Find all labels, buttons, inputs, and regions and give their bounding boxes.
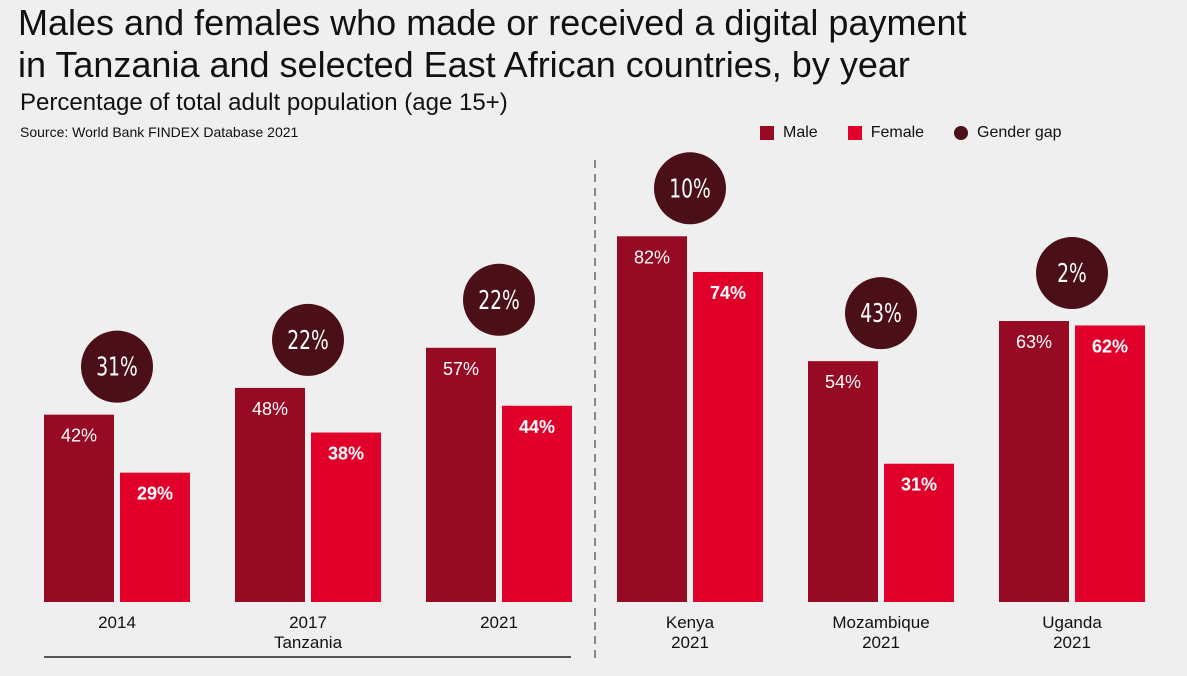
data-label-female-mozambique: 31% bbox=[901, 475, 937, 495]
legend-swatch-female bbox=[847, 126, 862, 140]
legend-swatch-male bbox=[760, 126, 774, 140]
data-label-female-2021: 44% bbox=[519, 417, 555, 437]
category-sublabel-kenya: 2021 bbox=[671, 633, 709, 652]
gap-bubble-uganda bbox=[1036, 237, 1108, 310]
data-label-female-kenya: 74% bbox=[710, 283, 746, 303]
title-line-2: in Tanzania and selected East African co… bbox=[18, 44, 910, 85]
gap-bubble-2017 bbox=[272, 303, 344, 376]
chart-title: Males and females who made or received a… bbox=[18, 2, 1168, 86]
bar-male-uganda bbox=[999, 321, 1069, 602]
bar-female-mozambique bbox=[884, 463, 954, 602]
legend-label-gap: Gender gap bbox=[977, 124, 1062, 141]
legend-item-female: Female bbox=[847, 124, 925, 142]
legend-label-female: Female bbox=[870, 124, 925, 141]
bar-male-2017 bbox=[235, 387, 305, 602]
data-label-male-kenya: 82% bbox=[634, 247, 670, 267]
data-label-female-2017: 38% bbox=[328, 444, 364, 464]
data-label-male-mozambique: 54% bbox=[825, 372, 861, 392]
data-label-male-2021: 57% bbox=[443, 359, 479, 379]
data-label-male-2017: 48% bbox=[252, 399, 288, 419]
legend-item-male: Male bbox=[760, 124, 818, 142]
data-label-female-uganda: 62% bbox=[1092, 336, 1128, 356]
data-label-male-uganda: 63% bbox=[1016, 332, 1052, 352]
gap-bubble-2014 bbox=[81, 330, 153, 403]
gap-bubble-2021 bbox=[463, 263, 535, 336]
legend-item-gap: Gender gap bbox=[954, 124, 1062, 142]
bar-female-2017 bbox=[311, 432, 381, 602]
gap-bubble-mozambique bbox=[845, 277, 917, 350]
bar-female-uganda bbox=[1075, 325, 1145, 602]
legend-swatch-gap bbox=[954, 126, 969, 140]
gap-bubble-kenya bbox=[654, 152, 726, 225]
bar-male-kenya bbox=[617, 236, 687, 602]
bar-male-2014 bbox=[44, 414, 114, 602]
legend-label-male: Male bbox=[783, 124, 818, 141]
source-note: Source: World Bank FINDEX Database 2021 bbox=[20, 124, 299, 140]
bar-female-2014 bbox=[120, 472, 190, 602]
category-label-kenya: Kenya bbox=[666, 613, 715, 632]
category-label-uganda: Uganda bbox=[1042, 613, 1102, 632]
bar-female-kenya bbox=[693, 271, 763, 602]
data-label-male-2014: 42% bbox=[61, 426, 97, 446]
gap-label-kenya: 10% bbox=[669, 174, 711, 204]
category-label-2021: 2021 bbox=[480, 613, 518, 632]
category-sublabel-2017: Tanzania bbox=[274, 633, 343, 652]
gap-label-mozambique: 43% bbox=[860, 299, 902, 329]
category-label-2017: 2017 bbox=[289, 613, 327, 632]
gap-label-2021: 22% bbox=[478, 286, 520, 316]
category-label-2014: 2014 bbox=[98, 613, 136, 632]
category-sublabel-uganda: 2021 bbox=[1053, 633, 1091, 652]
bar-male-2021 bbox=[426, 347, 496, 602]
category-label-mozambique: Mozambique bbox=[832, 613, 929, 632]
chart-subtitle: Percentage of total adult population (ag… bbox=[20, 89, 508, 116]
legend: Male Female Gender gap bbox=[760, 124, 1092, 142]
gap-label-2014: 31% bbox=[96, 353, 138, 383]
category-sublabel-mozambique: 2021 bbox=[862, 633, 900, 652]
title-line-1: Males and females who made or received a… bbox=[18, 2, 967, 43]
bar-female-2021 bbox=[502, 405, 572, 602]
gap-label-uganda: 2% bbox=[1057, 259, 1087, 289]
gap-label-2017: 22% bbox=[287, 326, 329, 356]
bar-male-mozambique bbox=[808, 361, 878, 602]
data-label-female-2014: 29% bbox=[137, 484, 173, 504]
